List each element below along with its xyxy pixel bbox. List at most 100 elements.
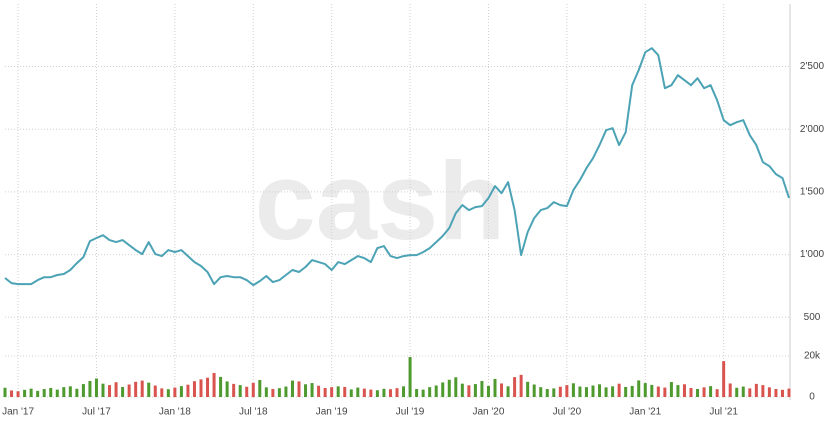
- volume-bar: [722, 361, 726, 397]
- volume-bar: [480, 381, 484, 397]
- volume-bar: [75, 388, 79, 397]
- volume-bar: [375, 390, 379, 397]
- volume-bar: [558, 386, 562, 397]
- volume-bar: [486, 385, 490, 397]
- price-line: [4, 47, 790, 287]
- volume-bar: [748, 388, 752, 397]
- volume-bar: [42, 389, 46, 397]
- x-tick-label: Jul '18: [239, 407, 268, 418]
- volume-bar: [343, 386, 347, 397]
- volume-bar: [232, 383, 236, 397]
- volume-bar: [127, 384, 131, 397]
- volume-bar: [767, 387, 771, 397]
- volume-bar: [258, 379, 262, 397]
- volume-bar: [212, 373, 216, 397]
- volume-bar: [330, 387, 334, 397]
- volume-bar: [277, 388, 281, 397]
- volume-bar: [689, 387, 693, 397]
- volume-bar: [460, 383, 464, 397]
- volume-bar: [787, 388, 791, 397]
- volume-bar: [761, 385, 765, 397]
- volume-tick-label: 20k: [804, 351, 821, 362]
- volume-bar: [388, 389, 392, 397]
- volume-bar: [238, 385, 242, 397]
- volume-bar: [173, 387, 177, 397]
- volume-bar: [434, 385, 438, 397]
- volume-bar: [728, 383, 732, 397]
- volume-bar: [545, 389, 549, 397]
- volume-bar: [206, 377, 210, 397]
- volume-bar: [225, 381, 229, 397]
- volume-bar: [251, 382, 255, 397]
- volume-bar: [88, 381, 92, 397]
- volume-bar: [630, 385, 634, 397]
- volume-bar: [506, 386, 510, 397]
- x-tick-label: Jan '19: [316, 407, 348, 418]
- volume-bar: [591, 385, 595, 397]
- volume-bar: [310, 383, 314, 397]
- volume-bar: [656, 386, 660, 397]
- volume-bar: [101, 383, 105, 397]
- volume-bar: [290, 380, 294, 397]
- volume-bar: [62, 387, 66, 397]
- volume-bar: [108, 385, 112, 397]
- volume-bar: [676, 385, 680, 397]
- volume-bar: [114, 382, 118, 397]
- volume-bar: [441, 382, 445, 397]
- volume-bar: [134, 381, 138, 397]
- volume-bar: [552, 388, 556, 397]
- volume-bar: [493, 378, 497, 397]
- volume-bar: [780, 389, 784, 397]
- volume-bar: [741, 386, 745, 397]
- volume-bar: [454, 377, 458, 397]
- volume-bar: [36, 390, 40, 397]
- volume-bar: [81, 384, 85, 397]
- volume-bar: [637, 380, 641, 397]
- x-tick-label: Jan '20: [472, 407, 504, 418]
- volume-tick-label: 0: [809, 392, 815, 403]
- volume-bar: [754, 383, 758, 397]
- volume-bar: [382, 388, 386, 397]
- volume-bar: [29, 388, 33, 397]
- volume-bar: [219, 376, 223, 397]
- volume-bar: [55, 389, 59, 397]
- volume-bar: [663, 387, 667, 397]
- volume-bar: [23, 389, 27, 397]
- volume-bar: [578, 386, 582, 397]
- y-tick-label: 500: [804, 312, 821, 323]
- volume-bar: [147, 382, 151, 397]
- volume-bar: [519, 374, 523, 397]
- volume-bar: [323, 387, 327, 397]
- volume-bar: [467, 385, 471, 397]
- volume-bar: [121, 386, 125, 397]
- volume-bar: [571, 383, 575, 397]
- volume-bar: [669, 382, 673, 397]
- volume-bar: [682, 384, 686, 397]
- volume-bar: [604, 387, 608, 397]
- volume-bar: [696, 389, 700, 397]
- volume-bar: [94, 378, 98, 397]
- volume-bar: [284, 386, 288, 397]
- volume-bar: [500, 383, 504, 397]
- volume-bar: [153, 385, 157, 397]
- watermark: cash: [255, 140, 506, 263]
- volume-bar: [617, 383, 621, 397]
- volume-bar: [415, 389, 419, 397]
- x-tick-label: Jul '17: [82, 407, 111, 418]
- y-tick-label: 1'000: [800, 249, 825, 260]
- volume-bar: [192, 381, 196, 397]
- volume-bar: [526, 381, 530, 397]
- x-tick-label: Jan '21: [629, 407, 661, 418]
- volume-bar: [245, 386, 249, 397]
- volume-bar: [395, 388, 399, 397]
- volume-bar: [68, 386, 72, 397]
- volume-bar: [49, 387, 53, 397]
- volume-bar: [715, 389, 719, 397]
- volume-bar: [539, 387, 543, 397]
- volume-bar: [3, 387, 7, 397]
- volume-bar: [421, 389, 425, 397]
- volume-bar: [369, 389, 373, 397]
- volume-bar: [611, 386, 615, 397]
